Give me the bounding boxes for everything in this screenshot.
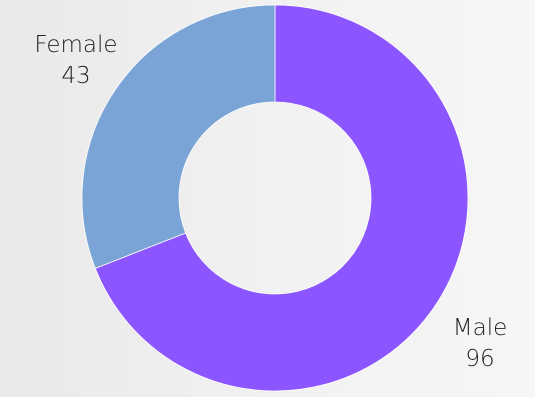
data-label-male-name: Male [452,315,508,341]
data-label-female-value: 43 [61,63,91,89]
data-label-female: Female 43 [18,30,134,92]
data-label-female-name: Female [34,32,118,58]
data-label-male: Male 96 [430,313,530,375]
slice-female [81,4,276,269]
data-label-male-value: 96 [465,346,495,372]
donut-slices [81,4,469,392]
slice-male [94,4,469,392]
